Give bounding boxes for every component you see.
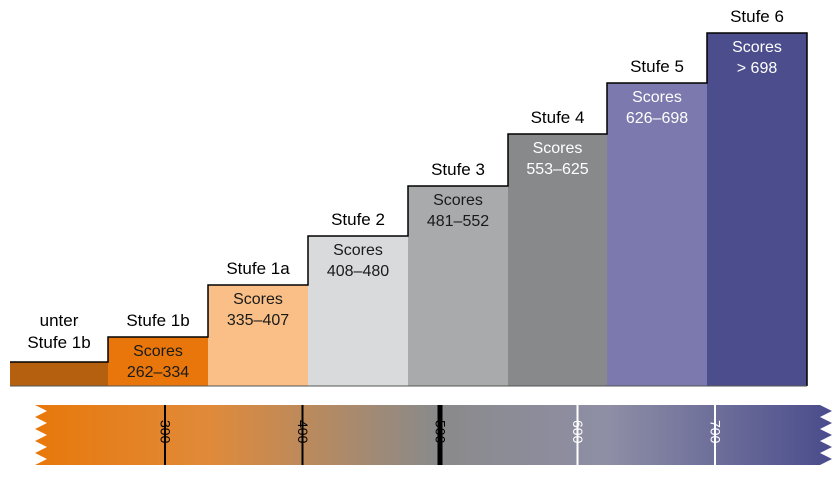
level-name: unter Stufe 1b (27, 311, 91, 352)
step-outline (10, 32, 808, 386)
scale-tick-label: 400 (295, 420, 311, 444)
score-range: 553–625 (526, 161, 589, 178)
scale-tick-label: 300 (158, 420, 174, 444)
score-range: 262–334 (126, 364, 190, 381)
level-name: Stufe 2 (331, 210, 385, 229)
score-range: > 698 (736, 60, 778, 77)
level-name: Stufe 1a (226, 259, 290, 278)
score-bar (35, 405, 832, 465)
score-range: 626–698 (625, 110, 689, 127)
score-label: Scores (333, 242, 383, 259)
level-step (508, 134, 607, 386)
level-step (308, 236, 408, 386)
level-name: Stufe 6 (730, 7, 784, 26)
score-label: Scores (532, 140, 583, 157)
level-name: Stufe 4 (530, 108, 585, 127)
scale-tick-label: 500 (433, 420, 449, 444)
score-label: Scores (732, 39, 782, 56)
score-label: Scores (433, 192, 483, 209)
level-step (707, 33, 807, 386)
level-step (607, 83, 707, 386)
score-range: 335–407 (226, 312, 290, 329)
scale-tick-label: 600 (570, 420, 586, 444)
score-range: 481–552 (426, 213, 490, 230)
level-step (208, 285, 308, 386)
level-name: Stufe 5 (630, 57, 684, 76)
level-step (108, 337, 208, 386)
score-range: 408–480 (326, 263, 390, 280)
score-label: Scores (133, 343, 183, 360)
score-label: Scores (233, 291, 283, 308)
score-label: Scores (632, 89, 682, 106)
level-step (10, 362, 108, 386)
level-name: Stufe 1b (126, 311, 190, 330)
scale-tick-label: 700 (708, 420, 724, 444)
level-step (408, 186, 508, 386)
level-name: Stufe 3 (431, 160, 485, 179)
